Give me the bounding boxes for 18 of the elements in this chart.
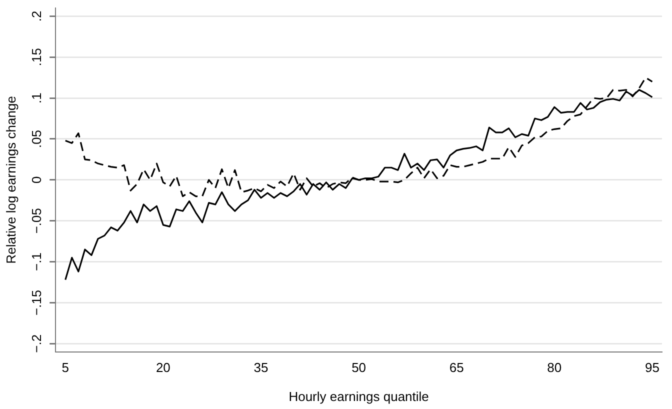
x-tick-label: 95 <box>644 360 660 376</box>
y-tick-label: .05 <box>29 130 44 148</box>
y-tick-label: .1 <box>29 92 44 104</box>
x-tick-label: 20 <box>156 360 170 376</box>
x-tick-label: 50 <box>352 360 366 376</box>
y-tick-label: .15 <box>29 48 44 66</box>
y-tick-label: −.05 <box>29 208 44 234</box>
x-tick-label: 65 <box>449 360 464 376</box>
y-axis-title: Relative log earnings change <box>3 96 18 264</box>
y-tick-label: −.15 <box>29 290 44 316</box>
y-tick-label: .2 <box>29 10 44 22</box>
x-tick-label: 5 <box>62 360 69 376</box>
x-tick-label: 80 <box>547 360 562 376</box>
y-tick-label: 0 <box>29 176 44 184</box>
x-axis-title: Hourly earnings quantile <box>288 388 429 404</box>
y-tick-label: −.1 <box>29 252 44 271</box>
x-tick-label: 35 <box>254 360 268 376</box>
y-tick-label: −.2 <box>29 334 44 353</box>
